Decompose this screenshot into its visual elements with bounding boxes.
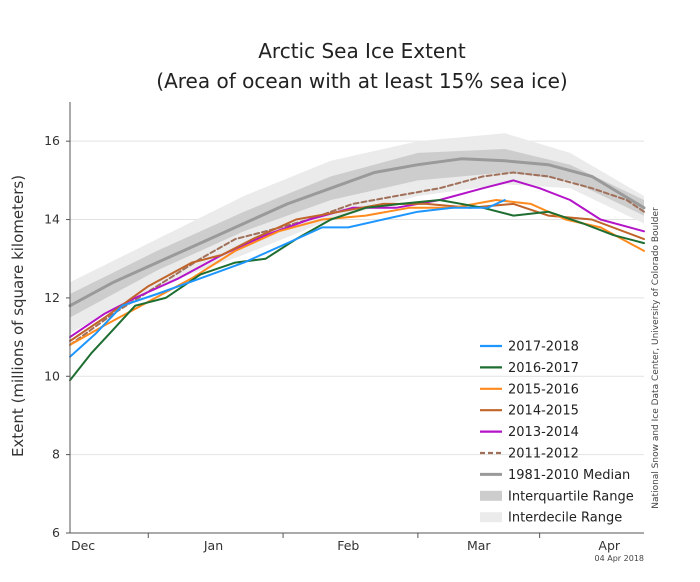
y-axis-title: Extent (millions of square kilometers) bbox=[9, 175, 27, 457]
date-stamp: 04 Apr 2018 bbox=[595, 554, 644, 563]
x-tick-label-mar: Mar bbox=[467, 538, 491, 553]
x-tick-label-jan: Jan bbox=[203, 538, 223, 553]
band-interquartile-range bbox=[70, 149, 644, 318]
y-tick-label-6: 6 bbox=[52, 525, 60, 540]
legend-label-2011-2012: 2011-2012 bbox=[508, 447, 579, 462]
series-2016-2017 bbox=[69, 199, 645, 382]
x-tick-label-feb: Feb bbox=[337, 538, 359, 553]
legend-swatch-interdecile-range bbox=[480, 512, 502, 523]
legend-label-2014-2015: 2014-2015 bbox=[508, 404, 579, 419]
y-tick-label-8: 8 bbox=[52, 447, 60, 462]
credit-text: National Snow and Ice Data Center, Unive… bbox=[651, 207, 661, 509]
plot-area: 6 8 10 12 14 16 Dec Jan Feb Mar Apr 2017-2018 2016-2… bbox=[44, 102, 646, 553]
x-tick-label-dec: Dec bbox=[71, 538, 95, 553]
series-2014-2015 bbox=[69, 202, 645, 342]
series-2011-2012 bbox=[69, 171, 645, 346]
y-tick-label-10: 10 bbox=[44, 368, 60, 383]
legend-label-interquartile-range: Interquartile Range bbox=[508, 489, 634, 504]
legend-label-2017-2018: 2017-2018 bbox=[508, 340, 579, 355]
legend-label-interdecile-range: Interdecile Range bbox=[508, 511, 622, 526]
y-tick-label-12: 12 bbox=[44, 290, 60, 305]
legend-label-1981-2010-median: 1981-2010 Median bbox=[508, 468, 630, 483]
legend-swatch-interquartile-range bbox=[480, 490, 502, 501]
legend-label-2016-2017: 2016-2017 bbox=[508, 361, 579, 376]
legend-label-2015-2016: 2015-2016 bbox=[508, 382, 579, 397]
y-tick-label-16: 16 bbox=[44, 133, 60, 148]
y-tick-label-14: 14 bbox=[44, 212, 60, 227]
x-tick-label-apr: Apr bbox=[598, 538, 620, 553]
chart-subtitle: (Area of ocean with at least 15% sea ice… bbox=[156, 69, 567, 93]
series-2017-2018 bbox=[69, 199, 506, 358]
series-1981-2010-median bbox=[68, 157, 646, 308]
chart-title: Arctic Sea Ice Extent bbox=[258, 39, 466, 63]
legend-label-2013-2014: 2013-2014 bbox=[508, 425, 579, 440]
